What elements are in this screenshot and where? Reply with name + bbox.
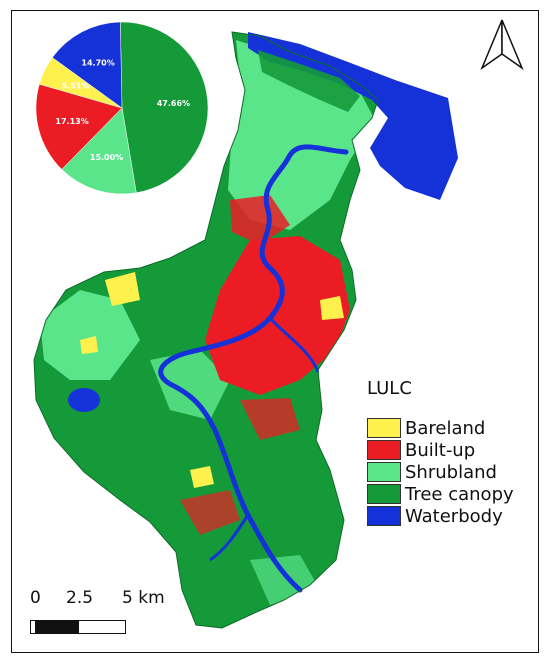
- pie-slice-label: 15.00%: [90, 153, 123, 162]
- legend-label: Shrubland: [405, 461, 497, 483]
- north-arrow-icon: [480, 19, 524, 71]
- legend-label: Waterbody: [405, 505, 503, 527]
- legend-item: Tree canopy: [367, 483, 514, 505]
- lulc-pie-chart: 47.66% 15.00% 17.13% 5.51% 14.70%: [35, 21, 209, 195]
- scale-bar-labels: 0 2.5 5 km: [30, 588, 190, 612]
- legend-item: Built-up: [367, 439, 514, 461]
- region-boundary: [33, 31, 379, 629]
- legend-label: Tree canopy: [405, 483, 514, 505]
- legend-item: Waterbody: [367, 505, 514, 527]
- scale-seg-white-1: [31, 621, 35, 633]
- legend-swatch: [367, 462, 401, 482]
- legend-title: LULC: [367, 378, 412, 399]
- pie-slice: [35, 83, 123, 170]
- scale-label-5km: 5 km: [122, 588, 165, 608]
- legend-items: Bareland Built-up Shrubland Tree canopy Wate…: [367, 417, 514, 527]
- legend-item: Shrubland: [367, 461, 514, 483]
- scale-label-2-5: 2.5: [66, 588, 94, 608]
- scale-bar: [30, 620, 126, 634]
- scale-seg-black: [35, 621, 79, 633]
- pie-slice-label: 5.51%: [62, 81, 90, 90]
- pie-slice: [61, 107, 137, 195]
- legend-swatch: [367, 440, 401, 460]
- legend-swatch: [367, 484, 401, 504]
- legend-item: Bareland: [367, 417, 514, 439]
- legend: LULC Bareland Built-up Shrubland Tree canop…: [367, 378, 514, 527]
- river: [158, 144, 349, 593]
- pie-slice-label: 14.70%: [81, 58, 114, 67]
- pie-slice-label: 47.66%: [157, 99, 190, 108]
- scale-label-0: 0: [30, 588, 41, 608]
- estuary-water: [248, 32, 458, 200]
- legend-swatch: [367, 506, 401, 526]
- legend-label: Bareland: [405, 417, 486, 439]
- scale-seg-white-2: [79, 621, 125, 633]
- legend-label: Built-up: [405, 439, 476, 461]
- legend-swatch: [367, 418, 401, 438]
- pie-slice-label: 17.13%: [55, 117, 88, 126]
- pie-slice: [120, 21, 209, 194]
- pie-slice: [52, 21, 123, 109]
